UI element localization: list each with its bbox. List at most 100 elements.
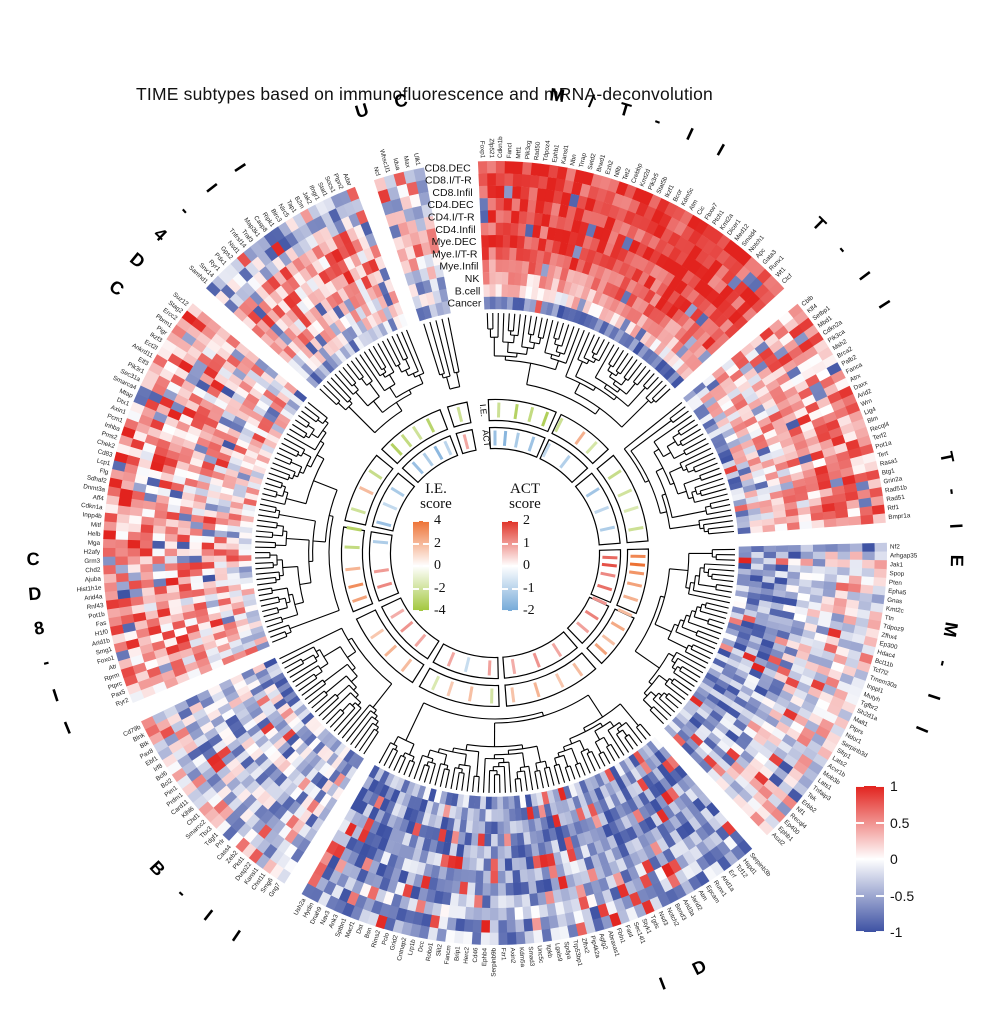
ie-score-tick	[554, 673, 565, 688]
heatmap-cell	[825, 551, 838, 560]
heatmap-cell	[630, 213, 644, 229]
heatmap-cell	[837, 458, 853, 471]
heatmap-cell	[241, 668, 256, 680]
heatmap-cell	[627, 199, 641, 214]
heatmap-cell	[343, 298, 356, 313]
dendrogram-branch	[354, 722, 374, 749]
heatmap-cell	[467, 795, 476, 809]
gene-label: Ephb1	[551, 143, 561, 163]
heatmap-cell	[180, 446, 195, 458]
heatmap-cell	[157, 486, 172, 497]
heatmap-cell	[841, 622, 856, 634]
heatmap-cell	[320, 298, 333, 313]
heatmap-cell	[597, 812, 609, 827]
heatmap-cell	[707, 274, 722, 290]
dendrogram-branch	[643, 674, 660, 694]
act-score-tick	[559, 454, 571, 469]
heatmap-cell	[765, 379, 780, 393]
heatmap-cell	[334, 858, 348, 874]
heatmap-cell	[373, 177, 388, 193]
heatmap-cell	[771, 727, 786, 741]
dendrogram-branch	[679, 462, 684, 471]
heatmap-cell	[606, 834, 618, 850]
dendrogram-branch	[516, 771, 519, 779]
heatmap-cell	[211, 470, 226, 481]
dendrogram-branch	[633, 381, 638, 386]
heatmap-cell	[751, 434, 766, 446]
heatmap-cell	[128, 572, 142, 582]
heatmap-cell	[744, 763, 760, 778]
heatmap-cell	[859, 443, 874, 456]
heatmap-cell	[326, 854, 341, 870]
heatmap-cell	[785, 418, 800, 431]
heatmap-cell	[614, 817, 626, 833]
heatmap-cell	[189, 456, 204, 468]
heatmap-cell	[281, 745, 296, 760]
heatmap-cell	[609, 312, 621, 327]
heatmap-cell	[188, 701, 204, 715]
heatmap-cell	[459, 819, 467, 833]
heatmap-cell	[351, 238, 364, 254]
heatmap-cell	[695, 234, 710, 251]
heatmap-cell	[482, 272, 490, 285]
heatmap-cell	[176, 548, 190, 556]
heatmap-cell	[305, 248, 319, 264]
heatmap-cell	[722, 255, 738, 271]
heatmap-cell	[731, 449, 746, 460]
heatmap-cell	[725, 290, 740, 306]
heatmap-cell	[319, 792, 332, 808]
dendrogram-branch	[544, 760, 548, 768]
heatmap-cell	[218, 415, 233, 428]
heatmap-cell	[791, 478, 806, 489]
heatmap-cell	[280, 707, 294, 720]
heatmap-cell	[311, 816, 325, 832]
dendrogram-branch	[591, 751, 601, 769]
heatmap-cell	[811, 705, 827, 719]
heatmap-cell	[341, 216, 354, 231]
heatmap-cell	[643, 801, 657, 817]
heatmap-cell	[270, 322, 285, 337]
heatmap-cell	[256, 790, 271, 805]
heatmap-cell	[215, 422, 231, 434]
heatmap-cell	[206, 319, 222, 334]
heatmap-cell	[423, 253, 435, 268]
heatmap-cell	[568, 193, 580, 208]
heatmap-cell	[849, 559, 863, 569]
heatmap-cell	[784, 591, 799, 600]
heatmap-cell	[709, 384, 724, 397]
heatmap-cell	[729, 416, 744, 428]
heatmap-cell	[676, 313, 691, 328]
heatmap-cell	[532, 805, 541, 819]
heatmap-cell	[695, 707, 710, 720]
dendrogram-branch	[286, 497, 307, 505]
heatmap-cell	[741, 271, 757, 288]
heatmap-cell	[204, 807, 220, 823]
dendrogram-branch	[558, 352, 561, 357]
heatmap-cell	[744, 646, 759, 657]
heatmap-cell	[668, 276, 682, 291]
heatmap-cell	[514, 919, 525, 933]
heatmap-cell	[331, 291, 344, 306]
heatmap-cell	[176, 317, 192, 332]
dendrogram-branch	[554, 338, 557, 345]
heatmap-cell	[609, 806, 621, 821]
heatmap-cell	[120, 479, 135, 491]
dendrogram-branch	[692, 575, 697, 591]
heatmap-cell	[792, 781, 808, 797]
act-score-tick	[592, 596, 608, 606]
heatmap-cell	[873, 568, 887, 579]
dendrogram-branch	[681, 666, 701, 678]
heatmap-cell	[524, 224, 534, 238]
heatmap-cell	[462, 931, 473, 945]
heatmap-cell	[176, 338, 193, 353]
dendrogram-branch	[592, 356, 600, 362]
heatmap-cell	[230, 501, 244, 510]
dendrogram-branch	[542, 318, 549, 339]
heatmap-cell	[213, 549, 227, 556]
heatmap-cell	[211, 333, 227, 348]
heatmap-cell	[479, 796, 487, 810]
heatmap-cell	[329, 739, 342, 753]
heatmap-tick-label: 1	[890, 778, 898, 794]
heatmap-cell	[187, 345, 203, 360]
